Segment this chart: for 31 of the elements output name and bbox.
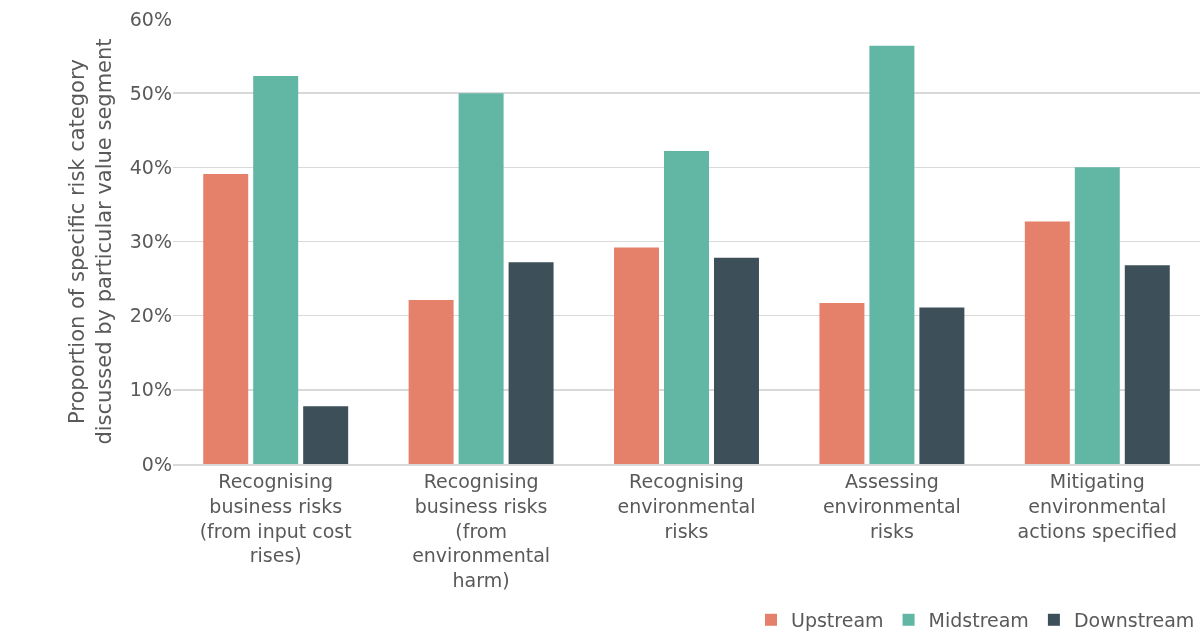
bar (713, 257, 759, 464)
bar (1074, 167, 1120, 464)
bar (458, 93, 504, 464)
y-tick-label: 20% (129, 304, 172, 327)
x-tick-label: Assessing environmental risks (822, 470, 961, 542)
y-tick-label: 40% (129, 155, 172, 178)
bar (408, 300, 454, 464)
legend-label: Midstream (928, 609, 1029, 632)
legend-label: Upstream (791, 609, 884, 632)
bar (819, 303, 865, 464)
bar (253, 76, 299, 464)
legend-label: Downstream (1073, 609, 1195, 632)
bar (919, 307, 965, 464)
y-tick-label: 50% (129, 81, 172, 104)
bar (1124, 265, 1170, 464)
bar (869, 45, 915, 464)
bar (664, 151, 709, 464)
x-tick-label: Mitigating environmental actions specified (1017, 470, 1178, 542)
bar (508, 262, 554, 464)
bar (1024, 221, 1070, 464)
y-tick-label: 0% (141, 452, 172, 475)
y-tick-label: 60% (129, 7, 172, 30)
x-tick-label: Recognising environmental risks (617, 470, 756, 542)
x-tick-label: Recognising business risks (from environmental harm) (412, 470, 551, 592)
bar (614, 247, 660, 464)
y-axis-title: Proportion of specific risk category discussed by particular value segment (64, 38, 116, 445)
bar (303, 406, 349, 464)
bar (203, 174, 249, 464)
y-tick-label: 30% (129, 230, 172, 253)
x-tick-label: Recognising business risks (from input cost rises) (199, 470, 352, 567)
y-tick-label: 10% (129, 378, 172, 401)
